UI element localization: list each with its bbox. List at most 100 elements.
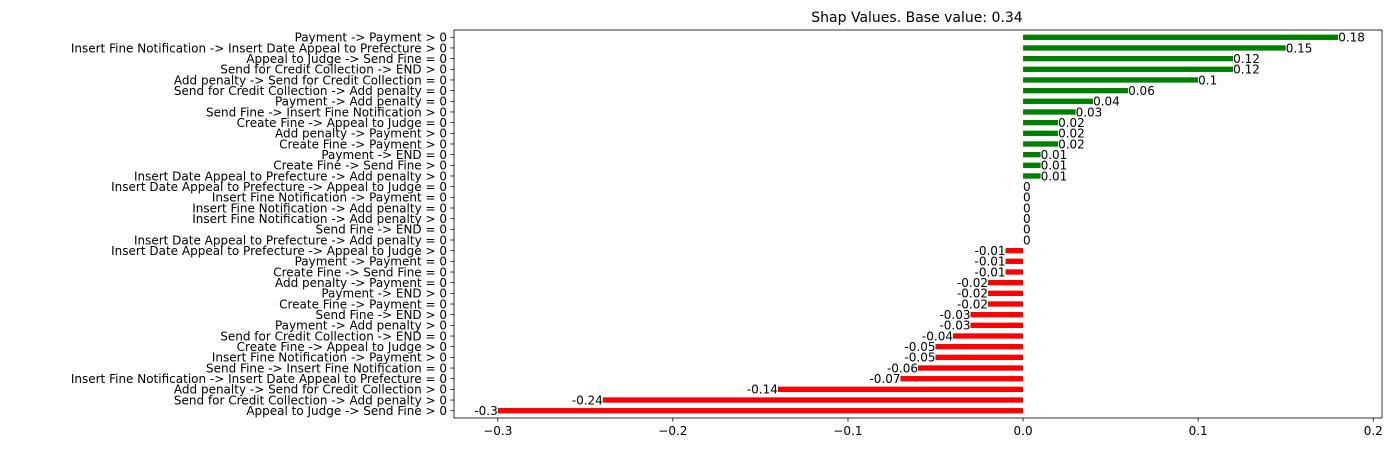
category-label: Insert Fine Notification -> Payment = 0 <box>212 191 447 205</box>
data-label: 0.02 <box>1058 116 1085 130</box>
category-label: Create Fine -> Appeal to Judge > 0 <box>237 340 447 354</box>
data-label: -0.03 <box>939 319 970 333</box>
x-tick-label: 0.1 <box>1189 424 1208 438</box>
x-tick-label: −0.1 <box>833 424 862 438</box>
category-label: Appeal to Judge -> Send Fine > 0 <box>246 404 447 418</box>
category-label: Create Fine -> Payment > 0 <box>279 137 447 151</box>
bar <box>935 344 1024 350</box>
data-labels-layer: 0.180.150.120.120.10.060.040.030.020.020… <box>474 31 1365 418</box>
bar <box>602 397 1024 403</box>
data-label: 0.02 <box>1058 137 1085 151</box>
data-label: -0.02 <box>957 287 988 301</box>
data-label: -0.02 <box>957 276 988 290</box>
data-label: -0.24 <box>572 393 603 407</box>
data-label: 0.01 <box>1041 148 1068 162</box>
bar <box>497 408 1024 414</box>
bar <box>1023 34 1339 40</box>
category-label: Insert Fine Notification -> Payment > 0 <box>212 351 447 365</box>
x-tick-label: −0.3 <box>483 424 512 438</box>
data-label: -0.07 <box>869 372 900 386</box>
category-label: Add penalty -> Send for Credit Collectio… <box>174 383 447 397</box>
category-label: Payment -> Add penalty = 0 <box>275 95 447 109</box>
category-label: Send Fine -> END = 0 <box>315 223 447 237</box>
category-label: Send Fine -> Insert Fine Notification > … <box>206 105 447 119</box>
category-label: Send Fine -> END > 0 <box>315 308 447 322</box>
category-label: Payment -> Payment = 0 <box>295 255 447 269</box>
bar <box>953 333 1024 339</box>
bar <box>1023 77 1199 83</box>
category-label: Insert Fine Notification -> Add penalty … <box>192 201 447 215</box>
data-label: 0 <box>1023 233 1031 247</box>
data-label: 0.06 <box>1128 84 1155 98</box>
data-label: -0.14 <box>747 383 778 397</box>
data-label: 0.01 <box>1041 159 1068 173</box>
bar <box>1023 109 1076 115</box>
data-label: 0 <box>1023 180 1031 194</box>
bar <box>1005 258 1024 264</box>
category-label: Insert Date Appeal to Prefecture -> Add … <box>134 233 447 247</box>
bar <box>777 386 1024 393</box>
x-tick-label: −0.2 <box>658 424 687 438</box>
category-label: Payment -> Payment > 0 <box>295 31 447 45</box>
category-label: Send for Credit Collection -> Add penalt… <box>174 393 447 407</box>
bar <box>1023 162 1041 168</box>
category-label: Insert Fine Notification -> Insert Date … <box>71 41 447 55</box>
bar <box>988 290 1024 297</box>
bar <box>918 365 1024 371</box>
x-tick-label: 0.0 <box>1014 424 1033 438</box>
data-label: 0.12 <box>1233 63 1260 77</box>
bar <box>1023 141 1059 147</box>
bar <box>970 322 1024 329</box>
bar <box>900 376 1024 382</box>
bar <box>1023 119 1059 126</box>
data-label: 0.04 <box>1093 95 1120 109</box>
bar <box>1023 45 1286 51</box>
data-label: -0.01 <box>974 244 1005 258</box>
data-label: -0.03 <box>939 308 970 322</box>
data-label: 0.18 <box>1338 31 1365 45</box>
bar <box>1023 151 1041 158</box>
data-label: -0.04 <box>922 329 953 343</box>
category-label: Create Fine -> Send Fine = 0 <box>273 265 447 279</box>
category-label: Send for Credit Collection -> END > 0 <box>220 63 447 77</box>
data-label: -0.06 <box>887 361 918 375</box>
plot-frame <box>453 29 1383 419</box>
data-label: -0.01 <box>974 255 1005 269</box>
bar <box>1023 87 1129 94</box>
bars-layer <box>497 34 1339 414</box>
data-label: -0.01 <box>974 265 1005 279</box>
category-label: Add penalty -> Send for Credit Collectio… <box>174 73 447 87</box>
category-label: Send for Credit Collection -> END = 0 <box>220 329 447 343</box>
bar <box>1023 130 1059 136</box>
category-label: Payment -> END = 0 <box>321 148 447 162</box>
data-label: 0.12 <box>1233 52 1260 66</box>
data-label: 0.1 <box>1198 73 1217 87</box>
category-label: Send for Credit Collection -> Add penalt… <box>174 84 447 98</box>
category-label: Create Fine -> Appeal to Judge = 0 <box>237 116 447 130</box>
category-label: Add penalty -> Payment > 0 <box>275 127 447 141</box>
category-label: Insert Date Appeal to Prefecture -> Appe… <box>111 180 447 194</box>
category-label: Payment -> END > 0 <box>321 287 447 301</box>
data-label: 0 <box>1023 223 1031 237</box>
data-label: 0.02 <box>1058 127 1085 141</box>
bar <box>988 280 1024 286</box>
data-label: -0.3 <box>474 404 497 418</box>
data-label: -0.05 <box>904 340 935 354</box>
x-ticks-layer: −0.3 −0.2 −0.1 0.0 0.1 0.2 <box>483 418 1383 438</box>
bar <box>1023 66 1234 72</box>
bar <box>1005 248 1024 254</box>
data-label: 0 <box>1023 212 1031 226</box>
bar <box>1023 173 1041 179</box>
x-tick-label: 0.2 <box>1364 424 1383 438</box>
bar <box>935 354 1024 361</box>
bar <box>970 312 1024 318</box>
category-label: Insert Fine Notification -> Add penalty … <box>192 212 447 226</box>
bar <box>988 301 1024 307</box>
category-label: Send Fine -> Insert Fine Notification = … <box>206 361 447 375</box>
category-label: Create Fine -> Payment = 0 <box>279 297 447 311</box>
category-label: Create Fine -> Send Fine > 0 <box>273 159 447 173</box>
category-label: Appeal to Judge -> Send Fine = 0 <box>246 52 447 66</box>
